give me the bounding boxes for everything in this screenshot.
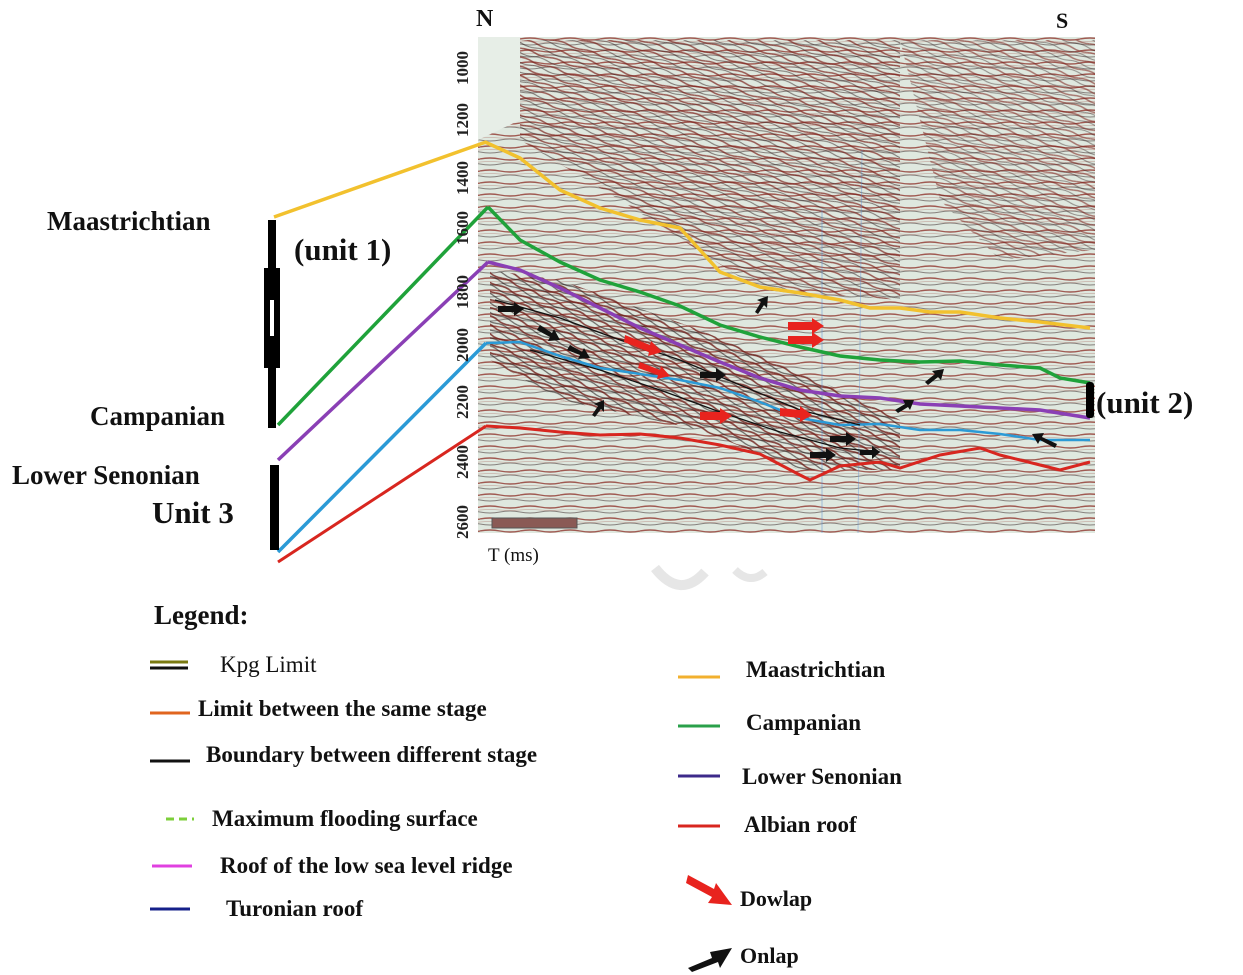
legend-item-downlap: Dowlap [686,866,812,912]
downlap-arrows [624,318,824,424]
legend-label: Campanian [746,710,862,735]
unit2-label: (unit 2) [1096,385,1194,420]
legend-title: Legend: [154,600,249,630]
scale-bar [491,517,578,529]
legend-label: Albian roof [744,812,857,837]
line-swatch [678,774,720,778]
line-swatch [150,759,190,763]
time-tick: 1600 [453,211,472,245]
legend-label: Maastrichtian [746,657,886,682]
north-label: N [476,6,494,32]
faint-watermark [651,564,709,591]
campanian-correlation [276,205,490,427]
turonian-correlation [276,341,488,554]
black-arrow-icon [688,948,732,972]
dipping-reflectors-lower [490,270,900,470]
dipping-reflectors-right [900,40,1095,260]
legend-item-campanian: Campanian [676,708,861,738]
line-swatch [150,711,190,715]
unit1-label: (unit 1) [294,232,392,267]
faint-watermark [732,567,768,582]
albian-horizon [485,424,1091,482]
unit1-column-bar-inner [270,300,274,336]
time-tick: 2600 [453,505,472,539]
onlap-arrows [498,296,1057,462]
blank-corner [478,37,520,140]
south-label: S [1056,8,1069,33]
legend-label: Onlap [740,943,799,968]
time-tick: 2400 [453,445,472,479]
legend-item-same-stage-limit: Limit between the same stage [148,696,487,722]
legend-item-albian-roof: Albian roof [676,810,857,840]
legend-item-max-flooding-surface: Maximum flooding surface [148,806,478,832]
vertical-trace [857,149,863,534]
legend-item-maastrichtian: Maastrichtian [676,655,885,685]
line-swatch [678,724,720,728]
legend-item-onlap: Onlap [686,938,799,974]
legend-item-turonian-roof: Turonian roof [148,896,363,922]
legend-item-lower-senonian: Lower Senonian [676,762,902,792]
time-tick: 1800 [453,275,472,309]
line-swatch [150,907,190,911]
unit3-column-bar [270,465,279,550]
unit2-marker [1086,382,1094,418]
line-swatch [678,675,720,679]
line-swatch [152,864,192,868]
time-tick: 1400 [453,161,472,195]
stage-label-lower-senonian: Lower Senonian [12,460,200,490]
legend-item-different-stage-boundary: Boundary between different stage [148,742,537,768]
time-axis: 1000 1200 1400 1600 1800 2000 2200 2400 … [453,51,472,539]
maastrichtian-correlation [273,140,487,219]
time-axis-label: T (ms) [488,545,539,566]
stage-label-maastrichtian: Maastrichtian [47,206,211,236]
legend-label: Roof of the low sea level ridge [220,853,513,878]
legend-item-low-sea-level-ridge: Roof of the low sea level ridge [148,853,513,879]
legend-label: Limit between the same stage [198,696,487,721]
line-swatch [678,824,720,828]
time-tick: 2200 [453,385,472,419]
dashed-line-swatch [166,817,194,821]
albian-correlation [277,424,487,564]
legend-label: Kpg Limit [220,652,317,677]
legend-label: Lower Senonian [742,764,902,789]
unit3-label: Unit 3 [152,495,234,530]
time-tick: 1000 [453,51,472,85]
time-tick: 1200 [453,103,472,137]
legend-label: Turonian roof [226,896,363,921]
red-arrow-icon [686,875,732,905]
campanian-horizon [486,205,1091,385]
dipping-reflectors-upper [520,40,900,300]
legend-label: Maximum flooding surface [212,806,478,831]
lower-senonian-correlation [276,260,490,462]
double-line-swatch [150,660,188,670]
lower-senonian-horizon [487,260,1091,420]
time-tick: 2000 [453,328,472,362]
maastrichtian-horizon [484,140,1091,330]
legend-label: Boundary between different stage [206,742,538,767]
stage-label-campanian: Campanian [90,401,226,431]
legend-item-kpg-limit: Kpg Limit [148,652,316,678]
legend-label: Dowlap [740,886,813,911]
